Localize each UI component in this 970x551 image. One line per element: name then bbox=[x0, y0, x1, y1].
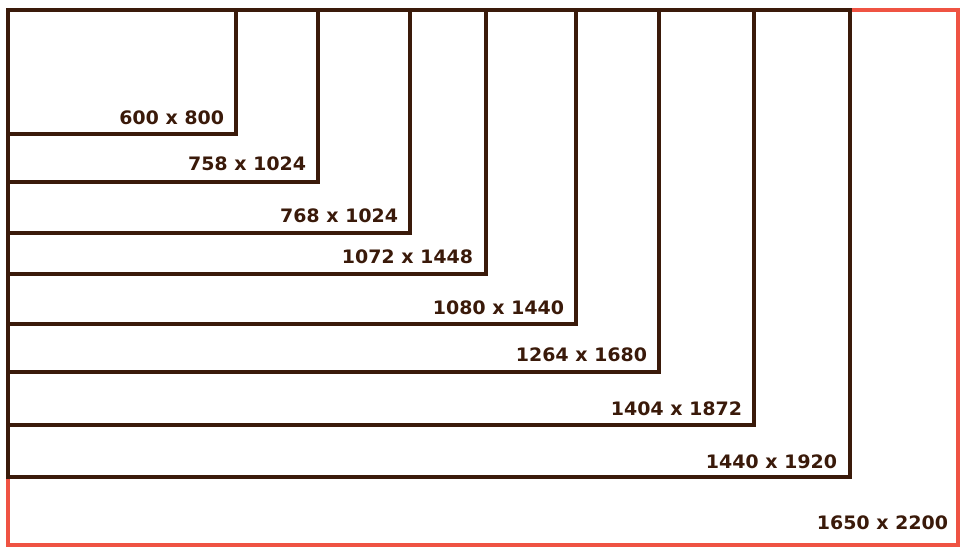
frame-600x800 bbox=[6, 8, 238, 136]
size-label: 1404 x 1872 bbox=[611, 398, 742, 420]
size-label: 758 x 1024 bbox=[188, 153, 306, 175]
size-label: 1440 x 1920 bbox=[706, 451, 837, 473]
size-label: 1264 x 1680 bbox=[516, 344, 647, 366]
size-label: 768 x 1024 bbox=[280, 205, 398, 227]
size-label: 1080 x 1440 bbox=[433, 297, 564, 319]
size-label: 1072 x 1448 bbox=[342, 246, 473, 268]
size-label: 600 x 800 bbox=[119, 107, 224, 129]
size-label: 1650 x 2200 bbox=[817, 512, 948, 534]
